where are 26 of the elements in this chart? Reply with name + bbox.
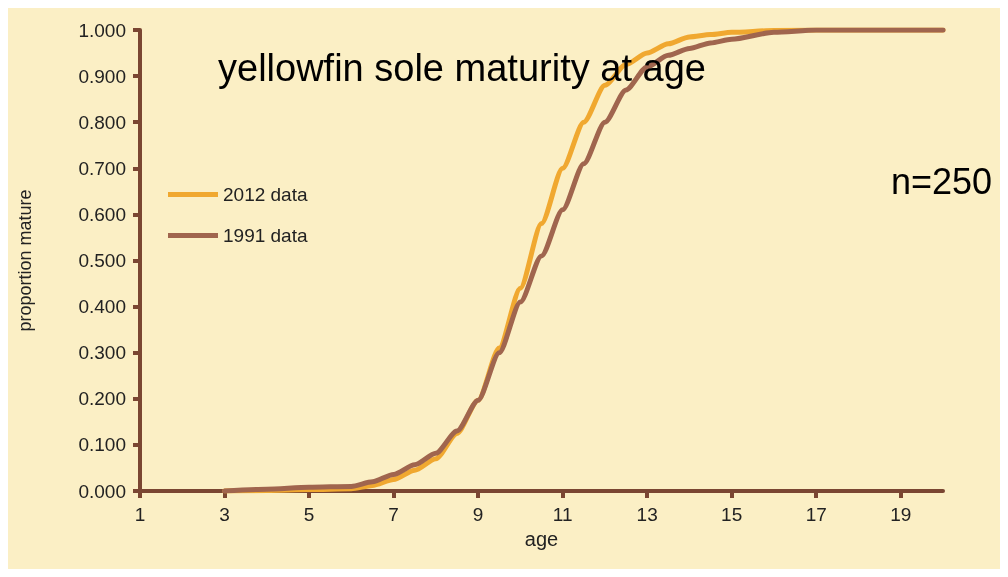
y-tick-label: 0.800 xyxy=(78,111,126,133)
x-tick-label: 5 xyxy=(303,504,315,525)
legend-label: 2012 data xyxy=(223,184,308,205)
x-tick-label: 9 xyxy=(472,504,484,525)
y-axis-title: proportion mature xyxy=(15,189,35,332)
x-axis-title: age xyxy=(524,528,559,550)
y-tick-label: 0.400 xyxy=(78,296,126,318)
x-tick-label: 7 xyxy=(388,504,399,525)
legend-label: 1991 data xyxy=(223,225,308,246)
y-tick-label: 0.100 xyxy=(78,434,126,456)
x-tick-label: 13 xyxy=(636,504,658,525)
y-tick-label: 0.900 xyxy=(78,65,126,87)
x-tick-label: 17 xyxy=(805,504,827,525)
x-tick-label: 19 xyxy=(890,504,912,525)
x-tick-label: 11 xyxy=(552,504,573,525)
y-tick-label: 1.000 xyxy=(78,19,126,41)
y-tick-label: 0.300 xyxy=(78,342,126,364)
x-tick-label: 3 xyxy=(219,504,230,525)
y-tick-label: 0.500 xyxy=(78,250,126,271)
y-tick-label: 0.200 xyxy=(78,388,126,410)
x-tick-label: 1 xyxy=(134,504,146,525)
y-tick-label: 0.700 xyxy=(78,157,126,179)
x-tick-label: 15 xyxy=(721,504,743,525)
y-tick-label: 0.000 xyxy=(78,480,126,502)
y-tick-label: 0.600 xyxy=(78,203,126,225)
annotation: n=250 xyxy=(890,160,992,202)
